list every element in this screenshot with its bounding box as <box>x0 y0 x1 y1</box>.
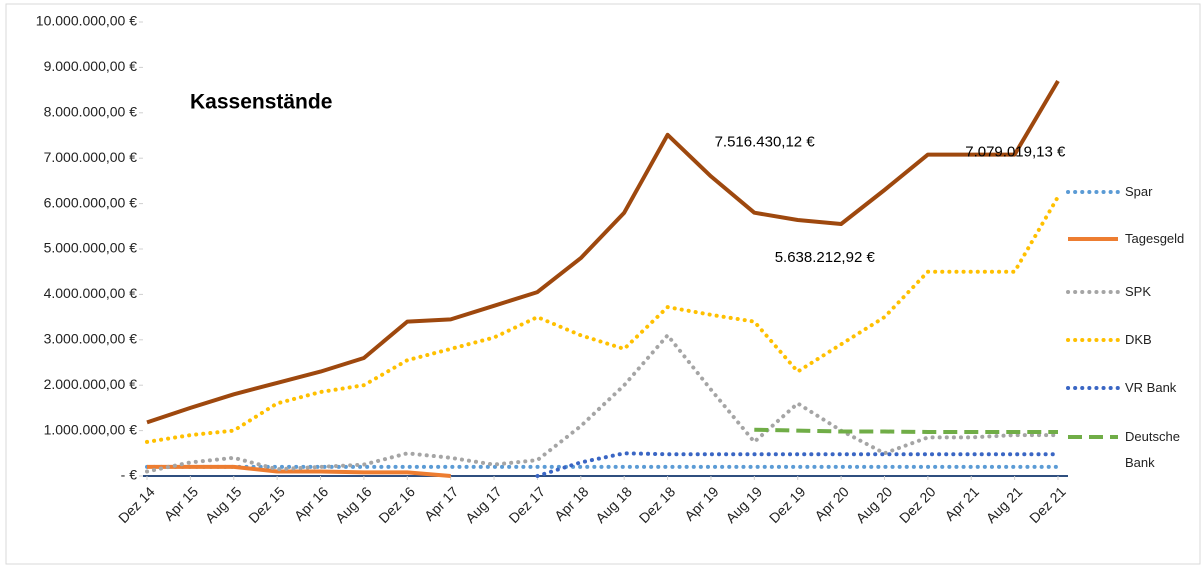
y-tick-label: 4.000.000,00 € <box>44 285 138 301</box>
y-tick-label: 8.000.000,00 € <box>44 104 138 120</box>
x-tick-label: Aug 15 <box>202 483 245 526</box>
x-tick-label: Dez 19 <box>766 483 809 526</box>
x-tick-label: Aug 17 <box>462 483 505 526</box>
x-tick-label: Dez 21 <box>1026 483 1069 526</box>
legend-label: VR Bank <box>1125 380 1177 395</box>
legend-label: SPK <box>1125 284 1152 299</box>
legend-label: Deutsche Bank <box>1125 429 1180 470</box>
x-tick-label: Dez 17 <box>505 483 548 526</box>
data-label: 7.516.430,12 € <box>715 134 816 151</box>
x-tick-label: Apr 19 <box>681 483 722 524</box>
x-tick-label: Apr 16 <box>291 483 332 524</box>
series-line <box>535 451 1060 478</box>
y-tick-label: 3.000.000,00 € <box>44 331 138 347</box>
y-tick-label: 1.000.000,00 € <box>44 421 138 437</box>
legend-label: Tagesgeld <box>1125 231 1185 246</box>
x-tick-label: Aug 21 <box>983 483 1026 526</box>
series-line <box>147 464 451 478</box>
series-line <box>146 79 1060 425</box>
x-tick-label: Apr 21 <box>941 483 982 524</box>
x-tick-label: Dez 15 <box>245 483 288 526</box>
x-tick-label: Dez 20 <box>896 483 939 526</box>
x-tick-label: Apr 18 <box>551 483 592 524</box>
series-line <box>145 333 1060 474</box>
y-tick-label: - € <box>121 467 138 483</box>
x-tick-label: Apr 20 <box>811 483 852 524</box>
x-tick-label: Aug 16 <box>332 483 375 526</box>
chart-title: Kassenstände <box>190 91 332 114</box>
y-tick-label: 9.000.000,00 € <box>44 58 138 74</box>
y-tick-label: 2.000.000,00 € <box>44 376 138 392</box>
x-tick-label: Aug 20 <box>853 483 896 526</box>
data-label: 5.638.212,92 € <box>775 249 876 266</box>
legend-label: DKB <box>1125 332 1152 347</box>
legend-label: Spar <box>1125 184 1153 199</box>
x-tick-label: Dez 14 <box>115 483 158 526</box>
y-tick-label: 5.000.000,00 € <box>44 240 138 256</box>
data-label: 7.079.019,13 € <box>965 144 1066 161</box>
chart-border <box>5 3 1201 565</box>
x-tick-label: Aug 19 <box>722 483 765 526</box>
x-tick-label: Apr 15 <box>161 483 202 524</box>
x-tick-label: Dez 16 <box>375 483 418 526</box>
x-tick-label: Dez 18 <box>636 483 679 526</box>
y-tick-label: 7.000.000,00 € <box>44 149 138 165</box>
x-tick-label: Apr 17 <box>421 483 462 524</box>
y-tick-label: 10.000.000,00 € <box>36 13 137 29</box>
series-line <box>754 427 1058 434</box>
x-tick-label: Aug 18 <box>592 483 635 526</box>
y-tick-label: 6.000.000,00 € <box>44 194 138 210</box>
